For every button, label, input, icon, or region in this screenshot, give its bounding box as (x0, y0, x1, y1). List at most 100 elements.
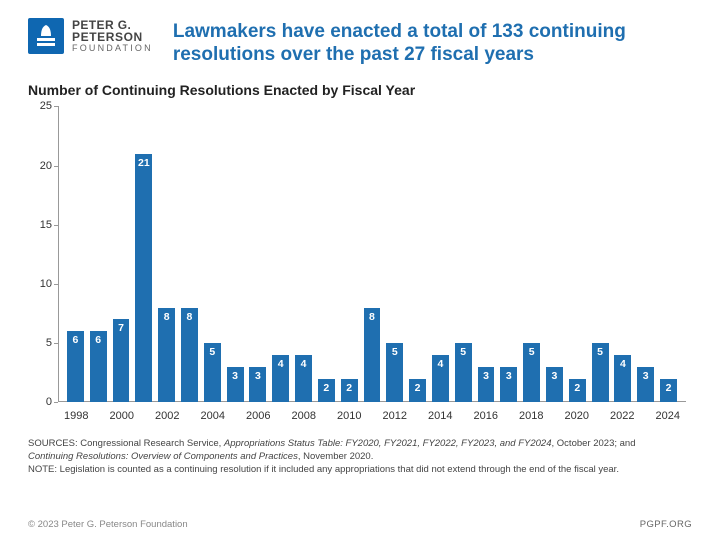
y-tick-label: 10 (28, 278, 52, 290)
bar-value-label: 5 (529, 346, 535, 358)
bar: 2 (409, 379, 426, 403)
y-tick-mark (54, 225, 58, 226)
bar-slot: 8 (155, 106, 178, 402)
bar-slot: 4 (612, 106, 635, 402)
bar-slot: 2 (566, 106, 589, 402)
x-tick-label: 2002 (155, 406, 179, 426)
bar-value-label: 3 (483, 370, 489, 382)
page-root: PETER G. PETERSON FOUNDATION Lawmakers h… (0, 0, 720, 540)
x-tick-label: 2014 (428, 406, 452, 426)
x-tick-label (225, 406, 246, 426)
sources-doc-2: Continuing Resolutions: Overview of Comp… (28, 451, 298, 462)
bar-value-label: 2 (666, 382, 672, 394)
bar: 8 (158, 308, 175, 403)
bar: 3 (500, 367, 517, 403)
bar: 8 (181, 308, 198, 403)
bar: 6 (67, 331, 84, 402)
note-line: NOTE: Legislation is counted as a contin… (28, 464, 692, 477)
chart-title: Lawmakers have enacted a total of 133 co… (173, 18, 692, 66)
y-tick-mark (54, 166, 58, 167)
bar-value-label: 5 (209, 346, 215, 358)
logo-text: PETER G. PETERSON FOUNDATION (72, 19, 153, 54)
x-tick-label (498, 406, 519, 426)
y-tick-label: 5 (28, 337, 52, 349)
bar: 2 (569, 379, 586, 403)
x-tick-label: 2018 (519, 406, 543, 426)
sources-prefix: SOURCES: Congressional Research Service, (28, 438, 224, 449)
x-tick-label (361, 406, 382, 426)
bar-slot: 4 (269, 106, 292, 402)
note-text: Legislation is counted as a continuing r… (60, 464, 619, 475)
bar: 5 (204, 343, 221, 402)
x-tick-label (543, 406, 564, 426)
y-axis: 0510152025 (28, 106, 56, 402)
x-tick-label: 1998 (64, 406, 88, 426)
x-tick-label: 2020 (565, 406, 589, 426)
bar: 2 (318, 379, 335, 403)
bar-value-label: 2 (415, 382, 421, 394)
bar-slot: 3 (497, 106, 520, 402)
bar-value-label: 4 (278, 358, 284, 370)
bar-value-label: 8 (187, 311, 193, 323)
y-tick-mark (54, 284, 58, 285)
bar-value-label: 6 (95, 334, 101, 346)
bar-slot: 3 (543, 106, 566, 402)
x-tick-label (407, 406, 428, 426)
x-tick-label (634, 406, 655, 426)
bar-slot: 5 (589, 106, 612, 402)
sources-block: SOURCES: Congressional Research Service,… (28, 438, 692, 476)
bar-slot: 5 (383, 106, 406, 402)
bar-value-label: 8 (164, 311, 170, 323)
y-tick-label: 0 (28, 396, 52, 408)
x-tick-label: 2012 (383, 406, 407, 426)
bar-value-label: 4 (437, 358, 443, 370)
bar-slot: 2 (338, 106, 361, 402)
bar: 5 (523, 343, 540, 402)
sources-mid-1: , October 2023; and (552, 438, 636, 449)
sources-line-2: Continuing Resolutions: Overview of Comp… (28, 451, 692, 464)
bar: 3 (637, 367, 654, 403)
logo-line-3: FOUNDATION (72, 44, 153, 53)
footer: © 2023 Peter G. Peterson Foundation PGPF… (28, 519, 692, 530)
logo: PETER G. PETERSON FOUNDATION (28, 18, 153, 54)
x-tick-label (589, 406, 610, 426)
bar-value-label: 8 (369, 311, 375, 323)
x-tick-label (134, 406, 155, 426)
x-axis-labels: 1998200020022004200620082010201220142016… (58, 406, 686, 426)
x-tick-label (88, 406, 109, 426)
plot-area: 6672188533442285245335325432 (58, 106, 686, 402)
y-tick-mark (54, 343, 58, 344)
x-tick-label: 2008 (292, 406, 316, 426)
y-tick-label: 25 (28, 100, 52, 112)
x-tick-label (179, 406, 200, 426)
bar-value-label: 3 (506, 370, 512, 382)
bar: 2 (660, 379, 677, 403)
bar-slot: 6 (64, 106, 87, 402)
bar-slot: 4 (429, 106, 452, 402)
bar: 5 (455, 343, 472, 402)
note-prefix: NOTE: (28, 464, 60, 475)
bar-value-label: 4 (301, 358, 307, 370)
bar-slot: 3 (224, 106, 247, 402)
bar: 2 (341, 379, 358, 403)
bar-value-label: 5 (392, 346, 398, 358)
y-tick-label: 15 (28, 219, 52, 231)
logo-mark-icon (28, 18, 64, 54)
footer-url: PGPF.ORG (640, 519, 692, 530)
x-tick-label: 2004 (201, 406, 225, 426)
y-tick-label: 20 (28, 160, 52, 172)
bars-container: 6672188533442285245335325432 (58, 106, 686, 402)
bar: 4 (432, 355, 449, 402)
bar: 4 (614, 355, 631, 402)
bar-slot: 4 (292, 106, 315, 402)
bar-value-label: 2 (346, 382, 352, 394)
bar-value-label: 5 (460, 346, 466, 358)
x-tick-label: 2016 (474, 406, 498, 426)
x-tick-label (452, 406, 473, 426)
bar-slot: 3 (475, 106, 498, 402)
bar: 5 (386, 343, 403, 402)
logo-line-2: PETERSON (72, 31, 153, 44)
sources-doc-1: Appropriations Status Table: FY2020, FY2… (224, 438, 552, 449)
y-tick-mark (54, 402, 58, 403)
bar: 7 (113, 319, 130, 402)
